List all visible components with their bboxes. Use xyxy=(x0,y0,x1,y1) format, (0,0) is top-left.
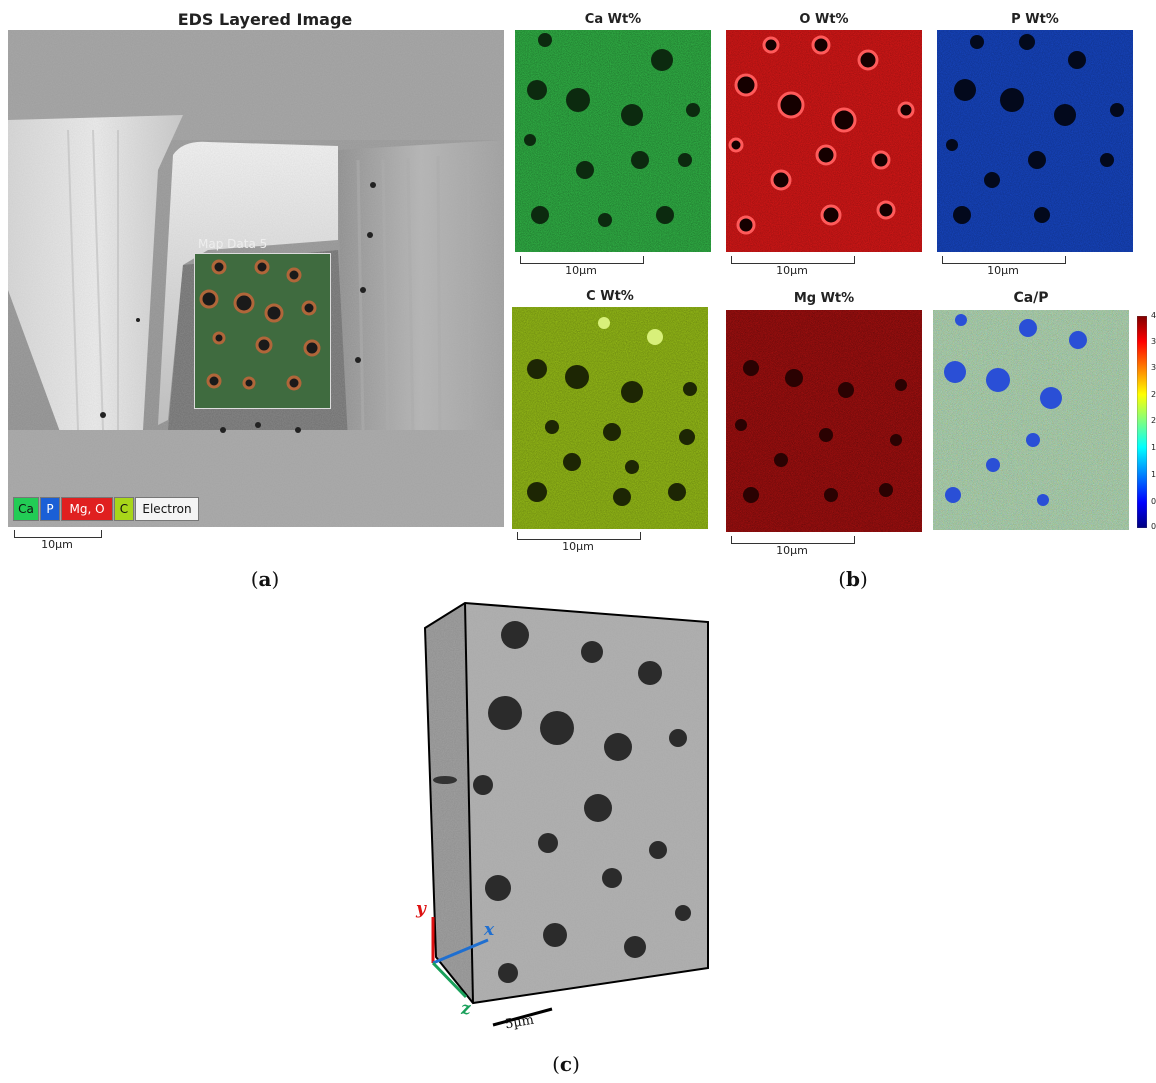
map-mg-title: Mg Wt% xyxy=(793,291,855,306)
axis-x-label: x xyxy=(484,920,495,940)
map-ca-image xyxy=(515,30,711,252)
cbar-tick: 2 xyxy=(1151,390,1156,399)
axis-y-label: y xyxy=(416,899,426,919)
cbar-tick: 0 xyxy=(1151,497,1156,506)
map-p-image xyxy=(937,30,1133,252)
map-ca-p-image xyxy=(933,310,1129,530)
map-o-scale-label: 10µm xyxy=(776,264,808,277)
map-o-image xyxy=(726,30,922,252)
panel-a-title: EDS Layered Image xyxy=(177,10,353,29)
legend-c: C xyxy=(114,497,134,521)
legend-mg-o: Mg, O xyxy=(61,497,113,521)
axis-z-label: z xyxy=(461,999,471,1019)
map-c-title: C Wt% xyxy=(586,289,634,304)
map-p-scale-label: 10µm xyxy=(987,264,1019,277)
map-ca-scale-label: 10µm xyxy=(565,264,597,277)
map-ca-title: Ca Wt% xyxy=(584,12,642,27)
cbar-tick: 3 xyxy=(1151,363,1156,372)
tomography-volume-3d xyxy=(423,601,709,1027)
map-c-scale-label: 10µm xyxy=(562,540,594,553)
panel-a-scale-label: 10µm xyxy=(41,538,73,551)
panel-c-caption: (c) xyxy=(552,1052,580,1076)
cbar-tick: 3 xyxy=(1151,337,1156,346)
panel-b-caption-letter: b xyxy=(846,567,860,591)
cbar-tick: 0 xyxy=(1151,522,1156,531)
legend-p: P xyxy=(40,497,60,521)
map-c-scale-bar xyxy=(517,532,641,540)
map-o-title: O Wt% xyxy=(799,12,849,27)
panel-c-caption-letter: c xyxy=(559,1052,573,1076)
map-mg-scale-label: 10µm xyxy=(776,544,808,557)
panel-a-scale-bar xyxy=(14,530,102,538)
cbar-tick: 2 xyxy=(1151,416,1156,425)
cbar-tick: 1 xyxy=(1151,470,1156,479)
sem-cross-section-image xyxy=(8,30,504,527)
cbar-tick: 4 xyxy=(1151,311,1156,320)
map-ca-p-title: Ca/P xyxy=(1013,290,1049,306)
ca-p-colorbar xyxy=(1137,316,1147,528)
cbar-tick: 1 xyxy=(1151,443,1156,452)
map-ca-scale-bar xyxy=(520,256,644,264)
panel-a-caption-letter: a xyxy=(258,567,272,591)
panel-a-caption: (a) xyxy=(250,567,280,591)
map-mg-image xyxy=(726,310,922,532)
legend-ca: Ca xyxy=(13,497,39,521)
map-mg-scale-bar xyxy=(731,536,855,544)
map-c-image xyxy=(512,307,708,529)
panel-b-caption: (b) xyxy=(838,567,868,591)
map-o-scale-bar xyxy=(731,256,855,264)
map-p-scale-bar xyxy=(942,256,1066,264)
legend-electron: Electron xyxy=(135,497,199,521)
map-data-inset xyxy=(194,253,331,409)
map-data-label: Map Data 5 xyxy=(198,237,268,251)
map-p-title: P Wt% xyxy=(1011,12,1059,27)
